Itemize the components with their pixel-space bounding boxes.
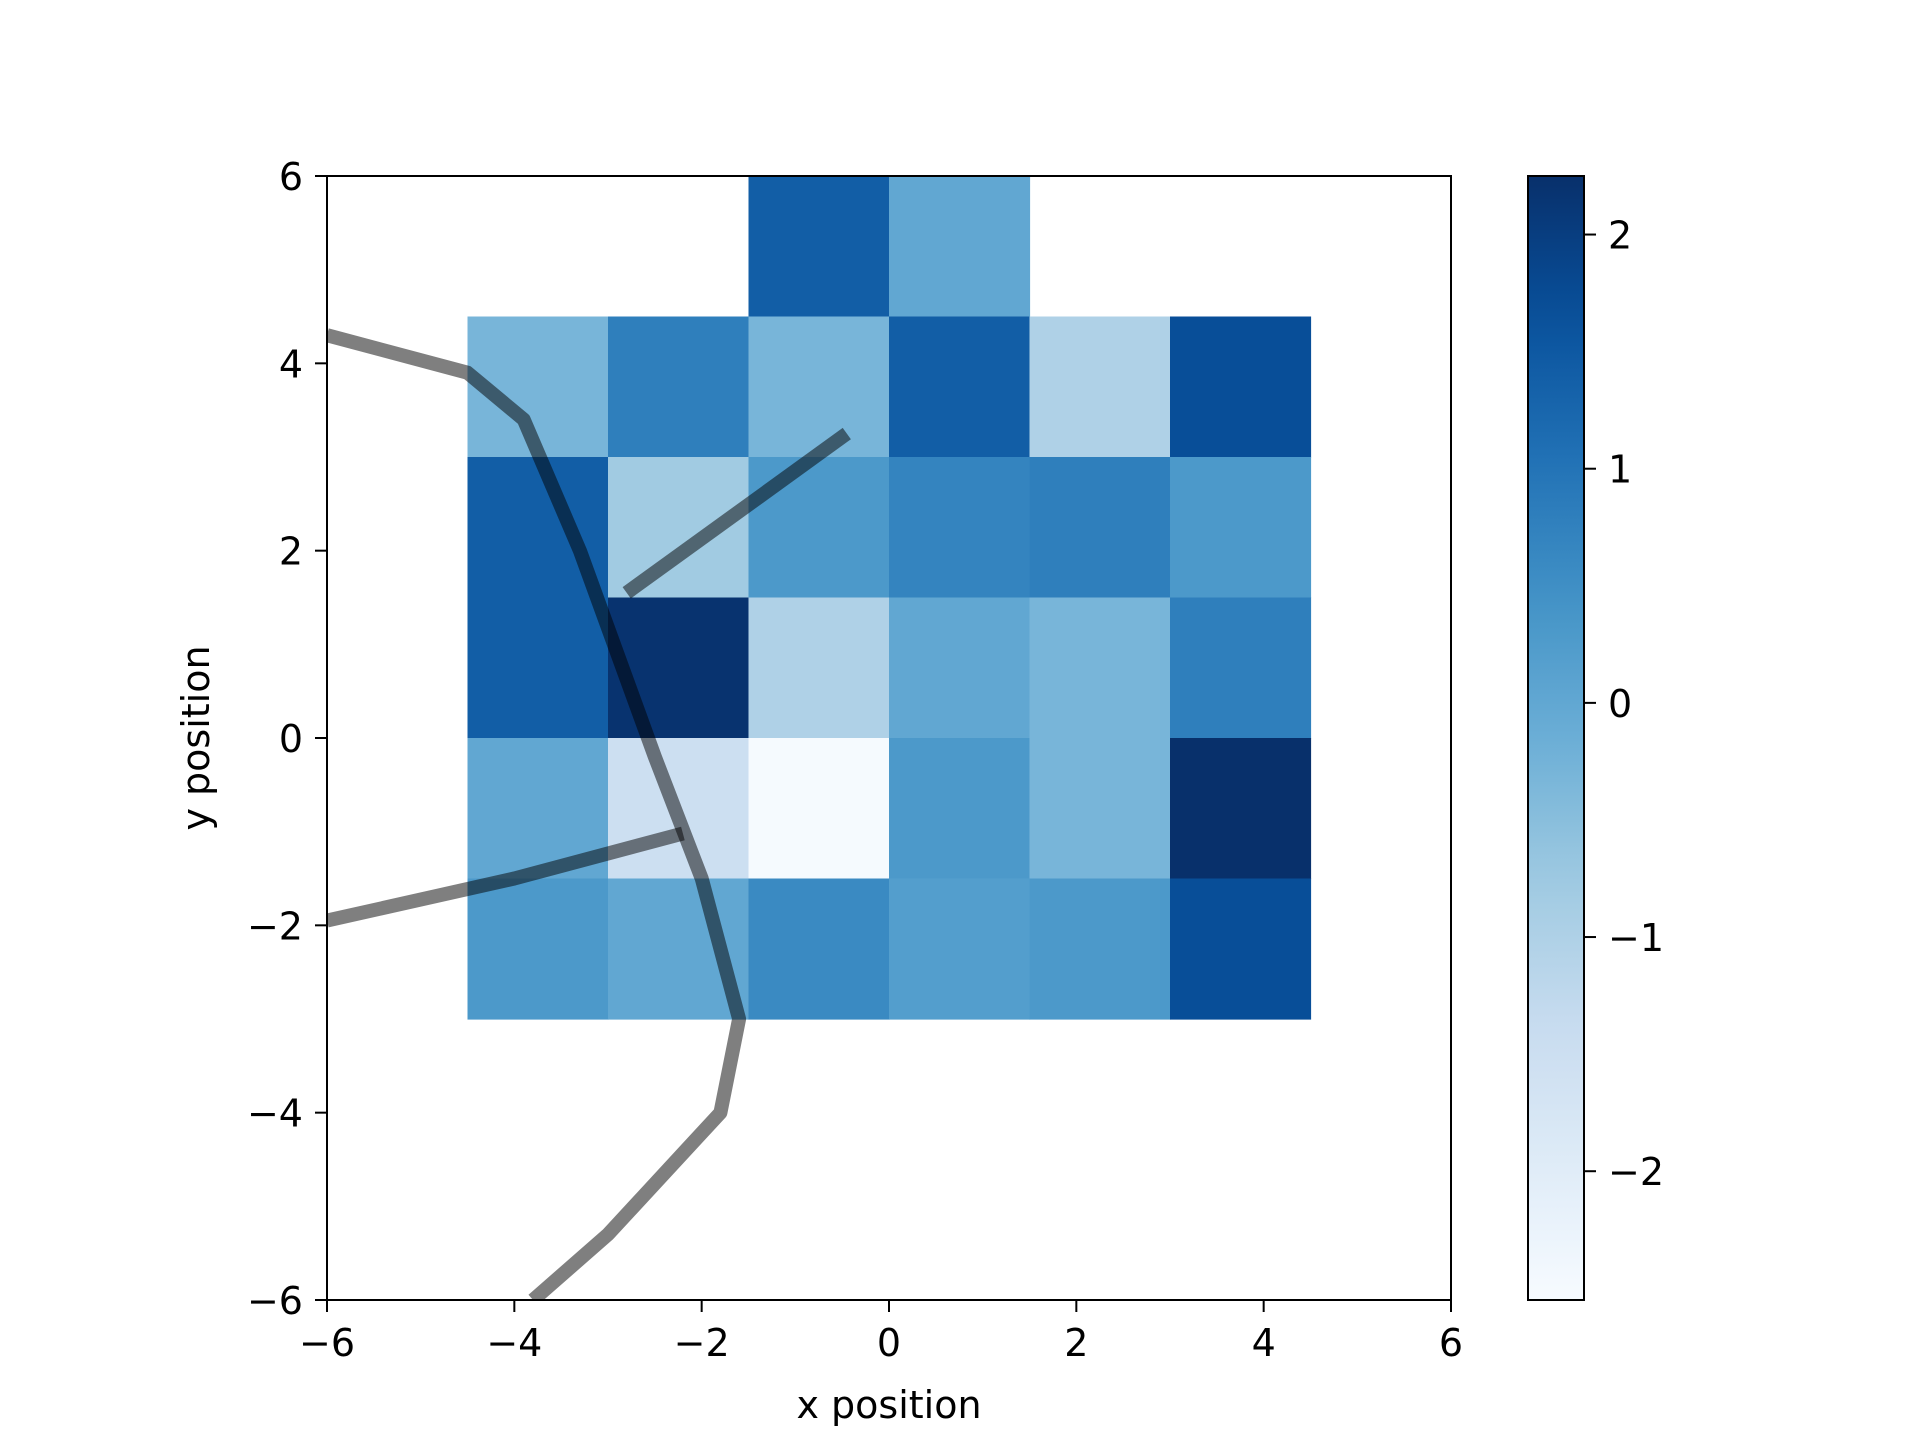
heatmap-cell [889,316,1031,458]
heatmap-cell [889,176,1031,318]
heatmap-cell [748,878,890,1020]
x-tick-label: 6 [1439,1321,1463,1365]
colorbar-tick-label: 2 [1608,214,1632,258]
heatmap-cell [1170,316,1312,458]
y-tick-label: −2 [247,904,303,948]
heatmap-cell [1170,597,1312,739]
heatmap-cell [467,597,609,739]
x-tick-label: −2 [674,1321,730,1365]
overlay-line [327,826,685,928]
y-tick-label: −4 [247,1092,303,1136]
x-tick-label: −4 [486,1321,542,1365]
heatmap-cell [1029,597,1171,739]
heatmap-cell [608,316,750,458]
heatmap-cell [608,597,750,739]
y-axis-label: y position [174,645,218,830]
heatmap-cell [1029,878,1171,1020]
heatmap-cell [748,176,890,318]
x-axis-label: x position [796,1383,981,1427]
colorbar [1527,175,1585,1301]
heatmap-cell [748,457,890,599]
heatmap-cell [1029,457,1171,599]
colorbar-tick-label: 0 [1608,682,1632,726]
colorbar-tick-label: 1 [1608,448,1632,492]
colorbar-tick-label: −1 [1608,916,1664,960]
x-tick-label: −6 [299,1321,355,1365]
x-tick-label: 4 [1252,1321,1276,1365]
x-tick-label: 2 [1064,1321,1088,1365]
x-tick-label: 0 [877,1321,901,1365]
heatmap-cell [748,316,890,458]
heatmap-cell [1029,738,1171,880]
y-tick-label: 0 [279,717,303,761]
heatmap-cell [1170,738,1312,880]
heatmap-cell [889,597,1031,739]
y-tick-label: 6 [279,155,303,199]
colorbar-tick-label: −2 [1608,1150,1664,1194]
y-tick-label: 2 [279,530,303,574]
heatmap-cell [1170,878,1312,1020]
heatmap-cell [748,738,890,880]
overlay-line [327,328,747,1300]
heatmap-cell [889,457,1031,599]
y-tick-label: 4 [279,342,303,386]
heatmap-cell [748,597,890,739]
heatmap-cell [889,738,1031,880]
heatmap-cell [1029,316,1171,458]
overlay-line [622,427,851,599]
y-tick-label: −6 [247,1279,303,1323]
heatmap-cell [889,878,1031,1020]
heatmap-cell [467,878,609,1020]
heatmap-cell [1170,457,1312,599]
